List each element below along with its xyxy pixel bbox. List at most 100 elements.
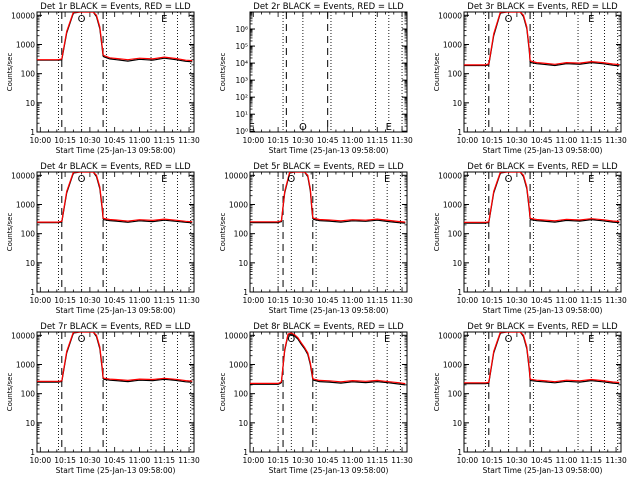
- x-axis-label: Start Time (25-Jan-13 09:58:00): [56, 306, 176, 315]
- event-marker-label: E: [161, 334, 167, 345]
- y-tick-label: 100: [448, 70, 463, 79]
- x-tick-label: 10:15: [267, 296, 289, 305]
- panel-title: Det 6r BLACK = Events, RED = LLD: [467, 162, 618, 172]
- y-tick-label: 10: [452, 99, 462, 108]
- y-tick-label: 10000: [224, 171, 248, 180]
- series-line-events: [464, 12, 620, 67]
- y-tick-label: 10⁰: [235, 127, 248, 136]
- panel-title: Det 1r BLACK = Events, RED = LLD: [40, 2, 191, 12]
- y-tick-label: 10: [238, 419, 248, 428]
- y-tick-label: 1: [457, 448, 462, 457]
- y-tick-label: 10²: [235, 93, 248, 102]
- x-tick-label: 11:00: [342, 296, 364, 305]
- y-tick-label: 10: [25, 419, 35, 428]
- x-tick-label: 10:45: [104, 296, 126, 305]
- y-axis-label: Counts/sec: [6, 373, 14, 412]
- event-marker-label: E: [588, 334, 594, 345]
- y-tick-label: 10: [25, 99, 35, 108]
- event-marker-label: O: [299, 122, 307, 133]
- x-tick-label: 10:45: [317, 296, 339, 305]
- y-tick-label: 1000: [443, 360, 462, 369]
- x-tick-label: 10:00: [29, 296, 51, 305]
- y-tick-label: 1000: [16, 360, 35, 369]
- x-tick-label: 11:00: [342, 136, 364, 145]
- x-tick-label: 10:30: [506, 456, 528, 465]
- x-tick-label: 10:15: [267, 456, 289, 465]
- series-line-lld: [37, 172, 193, 223]
- plot-frame: [36, 171, 195, 293]
- x-tick-label: 11:30: [391, 136, 413, 145]
- x-axis-label: Start Time (25-Jan-13 09:58:00): [483, 306, 603, 315]
- x-tick-label: 10:00: [456, 136, 478, 145]
- x-tick-label: 10:30: [506, 296, 528, 305]
- x-tick-label: 10:30: [292, 136, 314, 145]
- panel-title: Det 3r BLACK = Events, RED = LLD: [467, 2, 618, 12]
- series-line-lld: [464, 332, 620, 384]
- series-line-events: [250, 333, 406, 386]
- x-tick-label: 10:15: [54, 136, 76, 145]
- y-tick-label: 10⁶: [235, 25, 248, 34]
- y-tick-label: 10000: [11, 331, 35, 340]
- x-tick-label: 10:30: [79, 136, 101, 145]
- x-tick-label: 11:00: [129, 136, 151, 145]
- x-tick-label: 11:30: [605, 136, 627, 145]
- y-tick-label: 10³: [235, 76, 248, 85]
- y-tick-label: 100: [448, 230, 463, 239]
- x-tick-label: 11:30: [605, 456, 627, 465]
- y-tick-label: 10000: [438, 171, 462, 180]
- y-axis-label: Counts/sec: [433, 213, 441, 252]
- x-axis-label: Start Time (25-Jan-13 09:58:00): [269, 306, 389, 315]
- panel-title: Det 8r BLACK = Events, RED = LLD: [253, 322, 404, 332]
- plot-frame: [463, 171, 622, 293]
- series-line-lld: [250, 172, 406, 223]
- x-tick-label: 11:30: [178, 456, 200, 465]
- x-tick-label: 10:30: [506, 136, 528, 145]
- x-tick-label: 11:15: [153, 296, 175, 305]
- x-tick-label: 10:00: [456, 456, 478, 465]
- x-tick-label: 10:15: [481, 456, 503, 465]
- panel-title: Det 9r BLACK = Events, RED = LLD: [467, 322, 618, 332]
- y-tick-label: 10000: [438, 11, 462, 20]
- x-axis-label: Start Time (25-Jan-13 09:58:00): [483, 146, 603, 155]
- x-tick-label: 10:45: [531, 136, 553, 145]
- y-axis-label: Counts/sec: [219, 53, 227, 92]
- detector-panel: Det 8r BLACK = Events, RED = LLD 1 10 100 10…: [219, 322, 413, 475]
- x-tick-label: 11:15: [366, 136, 388, 145]
- event-marker-label: O: [505, 14, 513, 25]
- y-tick-label: 100: [21, 230, 36, 239]
- y-tick-label: 1: [30, 128, 35, 137]
- y-tick-label: 10⁴: [235, 59, 248, 68]
- x-tick-label: 11:00: [556, 296, 578, 305]
- y-tick-label: 10000: [11, 11, 35, 20]
- x-axis-label: Start Time (25-Jan-13 09:58:00): [56, 146, 176, 155]
- y-tick-label: 1000: [16, 200, 35, 209]
- series-line-events: [37, 172, 193, 224]
- x-tick-label: 11:00: [556, 136, 578, 145]
- y-tick-label: 10: [452, 419, 462, 428]
- event-marker-label: O: [78, 334, 86, 345]
- y-tick-label: 1000: [16, 40, 35, 49]
- x-tick-label: 10:45: [531, 296, 553, 305]
- x-tick-label: 10:45: [317, 136, 339, 145]
- event-marker-label: O: [78, 174, 86, 185]
- x-tick-label: 10:15: [481, 136, 503, 145]
- detector-panel: Det 7r BLACK = Events, RED = LLD 1 10 100 10…: [6, 322, 200, 475]
- x-tick-label: 10:45: [531, 456, 553, 465]
- y-tick-label: 1000: [443, 200, 462, 209]
- detector-panel: Det 6r BLACK = Events, RED = LLD 1 10 100 10…: [433, 162, 627, 315]
- x-tick-label: 11:00: [129, 296, 151, 305]
- y-tick-label: 10¹: [235, 110, 248, 119]
- x-tick-label: 11:30: [391, 456, 413, 465]
- x-tick-label: 10:15: [54, 456, 76, 465]
- plot-frame: [36, 331, 195, 453]
- series-line-lld: [37, 332, 193, 382]
- event-marker-label: E: [588, 174, 594, 185]
- panel-title: Det 5r BLACK = Events, RED = LLD: [253, 162, 404, 172]
- series-line-lld: [250, 332, 406, 385]
- series-line-events: [37, 12, 193, 63]
- x-tick-label: 11:15: [366, 296, 388, 305]
- x-tick-label: 11:30: [391, 296, 413, 305]
- x-tick-label: 10:00: [242, 456, 264, 465]
- y-tick-label: 10000: [11, 171, 35, 180]
